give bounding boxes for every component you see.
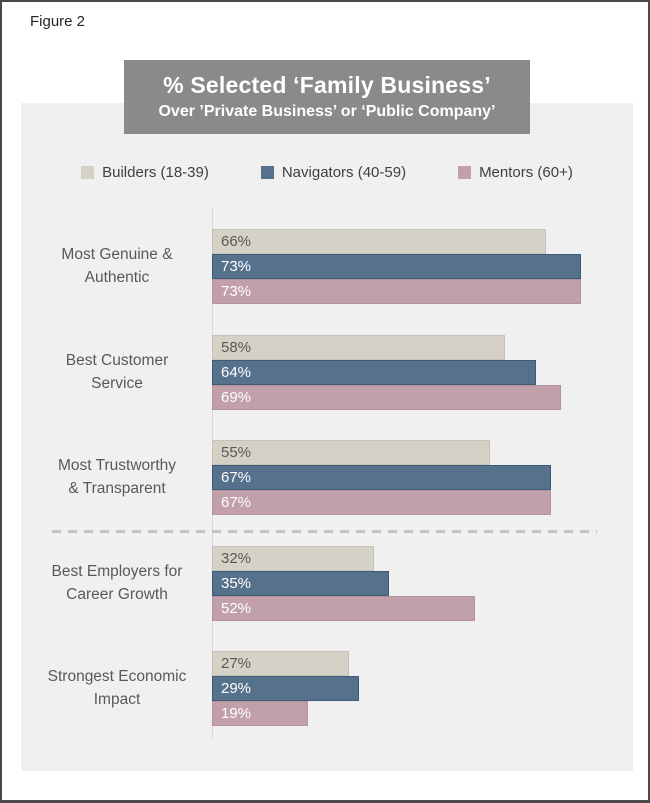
bar-value-label: 64%	[221, 363, 252, 381]
legend-item-navigators: Navigators (40-59)	[260, 164, 407, 181]
category-label: Best Customer Service	[65, 351, 169, 392]
bar: 27%	[212, 651, 349, 676]
bar-cluster: 32% 35% 52%	[212, 545, 475, 621]
legend-item-mentors: Mentors (60+)	[458, 164, 573, 181]
bar: 66%	[212, 229, 546, 254]
bar: 73%	[212, 254, 581, 279]
category-label: Strongest Economic Impact	[47, 668, 187, 708]
legend-item-builders: Builders (18-39)	[81, 164, 209, 181]
figure-label: Figure 2	[30, 13, 86, 30]
category-group: Best Customer Service 58% 64% 69%	[21, 334, 633, 411]
category-group: Best Employers for Career Growth 32% 35% 52%	[21, 545, 633, 622]
bar: 29%	[212, 676, 359, 701]
category-group: Most Trustworthy & Transparent 55% 67% 67%	[21, 440, 633, 516]
dashed-separator-line	[52, 530, 597, 533]
legend-label: Mentors (60+)	[479, 164, 573, 181]
category-label: Most Genuine & Authentic	[61, 246, 173, 286]
bar-value-label: 55%	[221, 444, 252, 461]
bar: 52%	[212, 595, 475, 621]
bar: 67%	[212, 490, 551, 515]
chart-subtitle: Over ’Private Business’ or ‘Public Compa…	[158, 103, 496, 120]
mentors-swatch-icon	[458, 166, 472, 179]
navigators-swatch-icon	[260, 166, 274, 179]
category-label: Most Trustworthy & Transparent	[58, 457, 176, 497]
bar-value-label: 66%	[221, 233, 252, 250]
bar: 58%	[212, 334, 505, 360]
bar: 19%	[212, 701, 308, 726]
category-group: Strongest Economic Impact 27% 29% 19%	[21, 651, 633, 727]
bar-value-label: 19%	[221, 705, 252, 722]
category-label: Best Employers for Career Growth	[51, 562, 183, 603]
bar: 55%	[212, 440, 490, 465]
bar-value-label: 35%	[221, 574, 252, 592]
bar-value-label: 73%	[221, 258, 252, 275]
bar-value-label: 69%	[221, 388, 252, 406]
chart-legend: Builders (18-39) Navigators (40-59) Ment…	[21, 164, 633, 181]
bar-value-label: 67%	[221, 494, 252, 511]
bar-value-label: 27%	[221, 655, 252, 672]
legend-label: Navigators (40-59)	[281, 164, 407, 181]
bar: 32%	[212, 545, 374, 571]
chart-panel: Builders (18-39) Navigators (40-59) Ment…	[21, 103, 633, 771]
bar-value-label: 29%	[221, 680, 252, 697]
bar-cluster: 66% 73% 73%	[212, 229, 581, 304]
bar-cluster: 27% 29% 19%	[212, 651, 359, 726]
legend-label: Builders (18-39)	[102, 164, 209, 181]
bar-value-label: 67%	[221, 469, 252, 486]
bar-value-label: 32%	[221, 549, 252, 567]
bar-value-label: 52%	[221, 599, 252, 617]
category-group: Most Genuine & Authentic 66% 73% 73%	[21, 229, 633, 305]
bar-value-label: 73%	[221, 283, 252, 300]
chart-title: % Selected ‘Family Business’	[163, 72, 491, 98]
builders-swatch-icon	[81, 166, 95, 179]
bar: 67%	[212, 465, 551, 490]
chart-title-box: % Selected ‘Family Business’ Over ’Priva…	[124, 60, 530, 134]
bar: 73%	[212, 279, 581, 304]
bar: 64%	[212, 359, 536, 385]
bar-cluster: 58% 64% 69%	[212, 334, 561, 410]
bar-value-label: 58%	[221, 338, 252, 356]
bar: 69%	[212, 384, 561, 410]
bar-cluster: 55% 67% 67%	[212, 440, 551, 515]
bar: 35%	[212, 570, 389, 596]
